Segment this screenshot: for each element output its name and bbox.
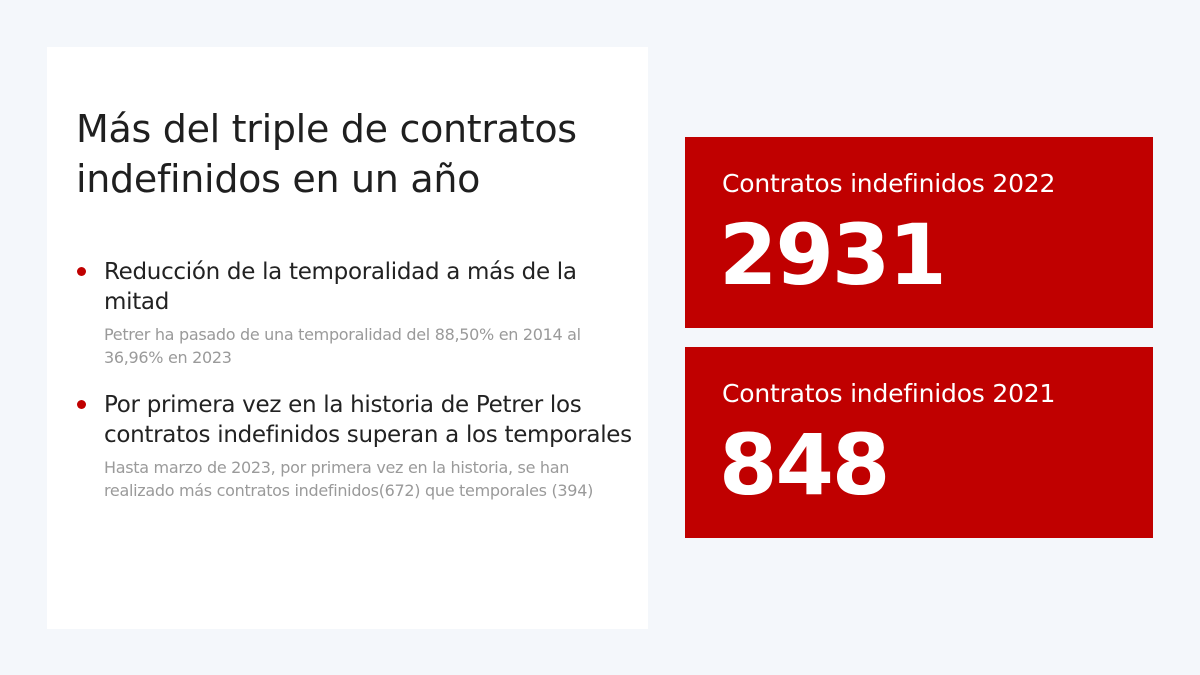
bullet-description: Hasta marzo de 2023, por primera vez en … [104,458,594,500]
stat-label: Contratos indefinidos 2021 [722,379,1056,408]
stat-value: 848 [719,416,890,514]
bullet-description: Petrer ha pasado de una temporalidad del… [104,325,581,367]
stat-card-2021: Contratos indefinidos 2021 848 [685,347,1153,538]
bullet-item: Reducción de la temporalidad a más de la… [76,257,636,369]
bullet-dot-icon [77,400,86,409]
bullet-list: Reducción de la temporalidad a más de la… [76,257,636,523]
slide-title: Más del triple de contratos indefinidos … [76,107,577,201]
bullet-item: Por primera vez en la historia de Petrer… [76,390,636,502]
stat-value: 2931 [719,206,947,304]
stat-card-2022: Contratos indefinidos 2022 2931 [685,137,1153,328]
bullet-title: Reducción de la temporalidad a más de la… [104,259,577,315]
bullet-dot-icon [77,267,86,276]
stat-label: Contratos indefinidos 2022 [722,169,1056,198]
content-card: Más del triple de contratos indefinidos … [47,47,648,629]
bullet-title: Por primera vez en la historia de Petrer… [104,392,632,448]
